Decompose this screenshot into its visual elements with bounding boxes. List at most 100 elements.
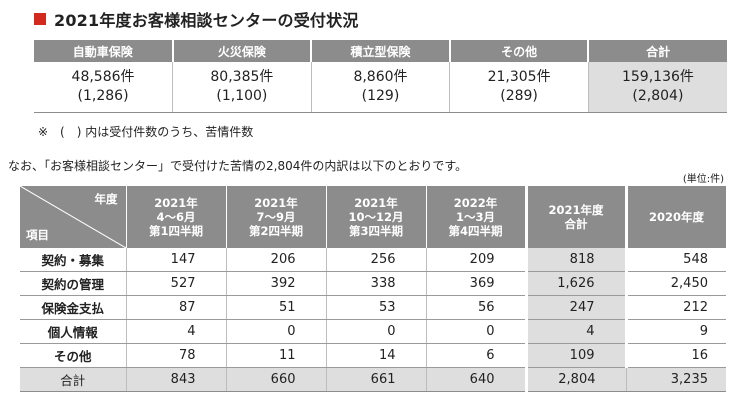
summary-header-total: 合計 [588,40,727,62]
table-cell: 527 [126,271,227,296]
table-cell: 256 [326,248,427,272]
summary-table: 自動車保険 火災保険 積立型保険 その他 合計 48,586件 (1,286) 8… [34,40,727,113]
column-header-2020: 2020年度 [624,186,727,248]
column-header-2021-total: 2021年度 合計 [524,186,627,248]
table-cell: 56 [426,295,527,320]
summary-header-fire: 火災保険 [172,40,313,62]
table-row: 契約の管理 527 392 338 369 1,626 2,450 [20,271,726,296]
column-header-line: 合計 [564,217,588,231]
summary-cell-total: 159,136件 (2,804) [588,62,727,113]
complaints-total: (2,804) [632,88,684,104]
table-cell: 2,450 [624,271,726,296]
title-bullet-icon [34,13,46,25]
column-header-line: 第2四半期 [248,224,303,238]
summary-cell-other: 21,305件 (289) [449,62,589,113]
row-label: 合計 [20,367,127,392]
column-header-line: 1〜3月 [455,210,495,224]
diagonal-divider [20,186,126,248]
row-label: 保険金支払 [20,295,127,320]
table-cell: 1,626 [524,271,627,296]
table-cell: 843 [126,367,227,392]
table-cell: 209 [426,248,527,272]
summary-cell-auto: 48,586件 (1,286) [34,62,174,113]
count-other: 21,305件 [487,69,551,85]
column-header-line: 2021年 [354,196,398,210]
table-cell: 109 [524,343,627,368]
count-fire: 80,385件 [210,69,274,85]
table-cell: 16 [624,343,726,368]
table-cell: 0 [326,319,427,344]
column-header-line: 2021年 [154,196,198,210]
column-header-line: 第1四半期 [148,224,203,238]
corner-label-item: 項目 [26,228,49,242]
row-label: その他 [20,343,127,368]
column-header-line: 7〜9月 [256,210,296,224]
count-savings: 8,860件 [353,69,408,85]
table-cell: 0 [426,319,527,344]
table-cell: 9 [624,319,726,344]
column-header-line: 2022年 [453,196,498,210]
table-cell: 338 [326,271,427,296]
total-row: 合計 843 660 661 640 2,804 3,235 [20,367,726,392]
table-cell: 78 [126,343,227,368]
table-cell: 87 [126,295,227,320]
breakdown-table: 年度 項目 2021年 4〜6月 第1四半期 2021年 7〜9月 第2四半期 2021… [20,186,727,392]
table-cell: 51 [226,295,327,320]
table-cell: 247 [524,295,627,320]
intro-text: なお、「お客様相談センター」で受付けた苦情の2,804件の内訳は以下のとおりです… [8,159,468,173]
corner-label-year: 年度 [94,192,118,206]
summary-value-row: 48,586件 (1,286) 80,385件 (1,100) 8,860件 (129… [34,62,727,113]
table-cell: 818 [524,248,627,272]
page-title-text: 2021年度お客様相談センターの受付状況 [54,11,359,30]
column-header-q4: 2022年 1〜3月 第4四半期 [426,186,527,248]
table-cell: 392 [226,271,327,296]
table-cell: 640 [426,367,527,392]
complaints-auto: (1,286) [77,88,129,104]
complaints-savings: (129) [361,88,400,104]
table-cell: 4 [126,319,227,344]
column-header-q1: 2021年 4〜6月 第1四半期 [126,186,227,248]
table-cell: 548 [624,248,726,272]
summary-cell-savings: 8,860件 (129) [311,62,451,113]
table-cell: 0 [226,319,327,344]
table-cell: 53 [326,295,427,320]
table-cell: 212 [624,295,726,320]
column-header-line: 2021年 [254,196,298,210]
row-label: 契約・募集 [20,248,127,272]
complaints-other: (289) [500,88,538,104]
table-cell: 6 [426,343,527,368]
column-header-line: 4〜6月 [156,210,196,224]
footnote: ※ ( ) 内は受付件数のうち、苦情件数 [38,125,254,139]
summary-header-savings: 積立型保険 [311,40,451,62]
column-header-line: 第3四半期 [348,224,403,238]
table-cell: 11 [226,343,327,368]
complaints-fire: (1,100) [216,88,268,104]
page-title: 2021年度お客様相談センターの受付状況 [34,8,359,30]
table-cell: 14 [326,343,427,368]
table-row: その他 78 11 14 6 109 16 [20,343,726,368]
table-cell: 206 [226,248,327,272]
table-row: 契約・募集 147 206 256 209 818 548 [20,248,726,272]
column-header-line: 第4四半期 [448,224,503,238]
count-auto: 48,586件 [71,69,135,85]
column-header-q2: 2021年 7〜9月 第2四半期 [226,186,327,248]
table-row: 保険金支払 87 51 53 56 247 212 [20,295,726,320]
table-cell: 2,804 [524,367,627,392]
row-label: 契約の管理 [20,271,127,296]
breakdown-header-row: 年度 項目 2021年 4〜6月 第1四半期 2021年 7〜9月 第2四半期 2021… [20,186,727,248]
summary-header-other: その他 [449,40,590,62]
table-cell: 661 [326,367,427,392]
table-cell: 3,235 [626,367,726,392]
summary-cell-fire: 80,385件 (1,100) [172,62,312,113]
table-row: 個人情報 4 0 0 0 4 9 [20,319,726,344]
summary-header-row: 自動車保険 火災保険 積立型保険 その他 合計 [34,40,727,62]
unit-label: (単位:件) [682,174,724,185]
table-cell: 147 [126,248,227,272]
column-header-line: 2021年度 [548,203,604,217]
count-total: 159,136件 [621,69,694,85]
column-header-line: 10〜12月 [348,210,404,224]
column-header-line: 2020年度 [648,210,704,224]
summary-header-auto: 自動車保険 [34,40,174,62]
table-cell: 660 [226,367,327,392]
header-corner-cell: 年度 項目 [20,186,127,248]
